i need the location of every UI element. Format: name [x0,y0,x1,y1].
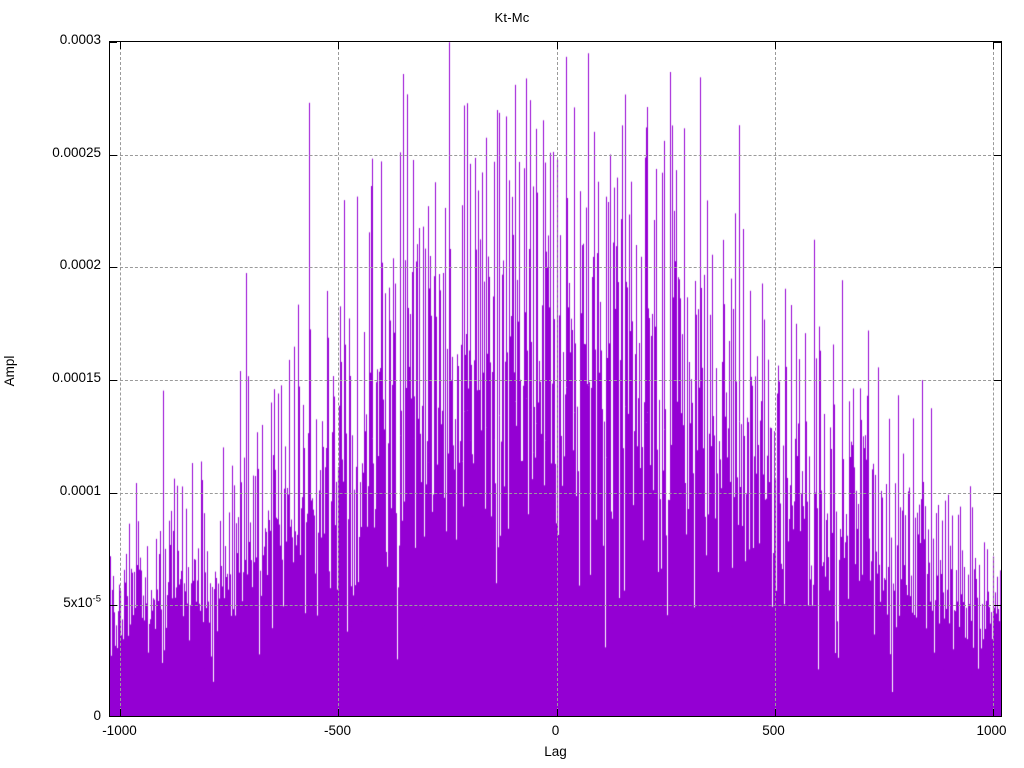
gridline-vertical [338,42,340,716]
y-tick-mark-right [994,267,1001,269]
impulse-series-canvas [110,42,1001,716]
y-tick-mark-right [994,154,1001,156]
x-tick-mark-top [556,42,558,49]
y-tick-label: 0.0002 [59,257,101,273]
y-tick-mark-right [994,42,1001,43]
gridline-horizontal [110,492,1001,494]
y-tick-mark-right [994,380,1001,381]
y-tick-mark [110,267,117,269]
x-tick-mark [992,709,994,716]
plot-area [109,41,1002,717]
y-axis-title: Ampl [2,355,17,387]
chart-title: Kt-Mc [494,10,530,25]
x-tick-mark-top [992,42,994,49]
x-tick-mark [120,709,122,716]
y-tick-mark [110,42,117,43]
y-tick-mark-right [994,605,1001,607]
y-tick-label: 0 [93,708,101,723]
y-tick-label: 5x10-5 [63,593,101,611]
x-tick-label: 0 [551,723,560,738]
x-tick-label: -500 [323,723,351,738]
x-tick-mark [774,709,776,716]
y-tick-mark [110,380,117,381]
gridline-horizontal [110,267,1001,269]
x-tick-mark-top [338,42,340,49]
x-tick-label: -1000 [102,723,137,738]
x-tick-label: 500 [762,723,785,738]
gridline-vertical [774,42,776,716]
x-tick-mark [338,709,340,716]
gridline-horizontal [110,380,1001,381]
y-tick-mark [110,605,117,607]
gridline-vertical [556,42,558,716]
x-tick-mark [556,709,558,716]
x-tick-label: 1000 [976,723,1007,738]
gridline-horizontal [110,605,1001,607]
y-tick-label: 0.00015 [52,370,101,385]
y-tick-mark [110,154,117,156]
y-tick-label: 0.0001 [59,482,101,498]
gridline-horizontal [110,154,1001,156]
y-tick-label: 0.0003 [59,32,101,47]
x-axis-title: Lag [544,744,567,759]
x-tick-mark-top [120,42,122,49]
y-tick-label: 0.00025 [52,144,101,160]
gridline-vertical [992,42,994,716]
y-tick-mark-right [994,492,1001,494]
gridline-vertical [120,42,122,716]
x-tick-mark-top [774,42,776,49]
y-tick-mark [110,492,117,494]
